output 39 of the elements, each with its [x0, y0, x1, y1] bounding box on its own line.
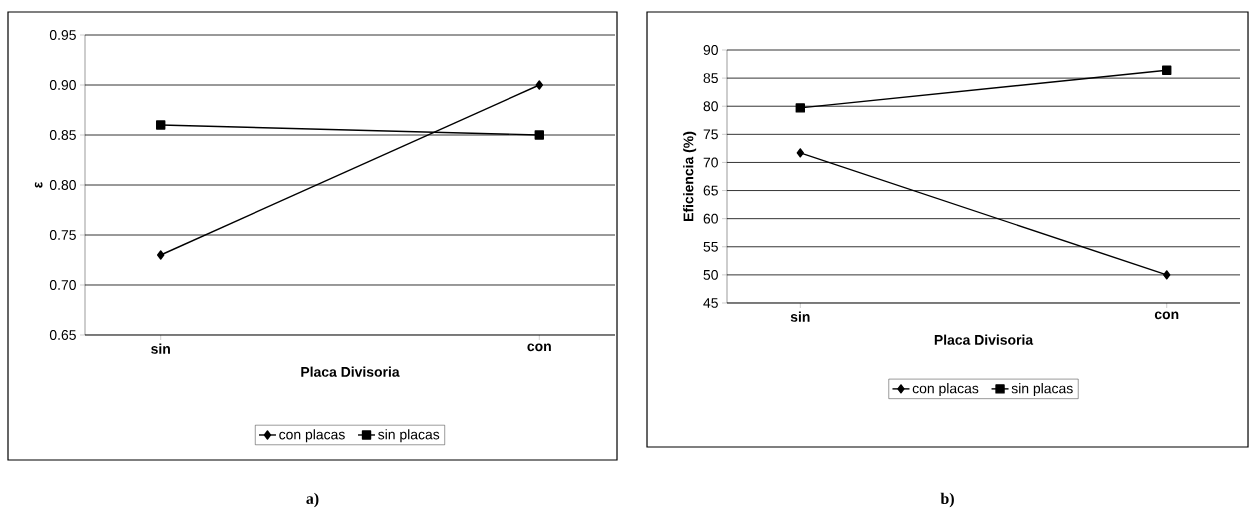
- y-tick-label: 0.80: [49, 180, 76, 190]
- legend-label: sin placas: [378, 429, 440, 443]
- y-tick-label: 45: [703, 298, 718, 308]
- y-tick-label: 80: [703, 101, 718, 112]
- y-tick-label: 70: [703, 157, 718, 168]
- y-axis-title: Eficiencia (%): [683, 131, 697, 221]
- x-tick-label: con: [527, 343, 551, 352]
- point: [156, 120, 166, 130]
- point: [157, 250, 165, 260]
- y-tick-label: 65: [703, 185, 718, 196]
- y-tick-label: 0.90: [49, 80, 76, 90]
- y-tick-label: 75: [703, 129, 718, 140]
- point: [796, 148, 804, 158]
- x-axis-title: Placa Divisoria: [934, 334, 1034, 345]
- x-tick-label: sin: [151, 343, 170, 354]
- y-tick-label: 0.65: [49, 330, 76, 340]
- y-tick-label: 0.75: [49, 230, 76, 240]
- text: b): [940, 492, 954, 508]
- legend-label: con placas: [912, 383, 979, 397]
- point: [534, 130, 544, 140]
- legend-label: sin placas: [1011, 383, 1073, 397]
- point: [1163, 270, 1171, 280]
- y-tick-label: 60: [703, 213, 718, 224]
- text: a): [306, 492, 319, 508]
- y-tick-label: 90: [703, 45, 718, 55]
- y-tick-label: 55: [703, 241, 718, 252]
- y-tick-label: 0.70: [49, 280, 76, 290]
- y-tick-label: 50: [703, 269, 718, 280]
- y-tick-label: 0.85: [49, 130, 76, 140]
- point: [1162, 65, 1172, 75]
- x-axis-title: Placa Divisoria: [301, 366, 400, 377]
- point: [535, 80, 543, 90]
- y-tick-label: 0.95: [49, 30, 76, 40]
- legend-label: con placas: [279, 429, 345, 443]
- x-tick-label: sin: [790, 311, 810, 322]
- y-axis-title: ε: [34, 181, 43, 188]
- point: [795, 103, 805, 113]
- y-tick-label: 85: [703, 73, 718, 84]
- x-tick-label: con: [1154, 311, 1179, 320]
